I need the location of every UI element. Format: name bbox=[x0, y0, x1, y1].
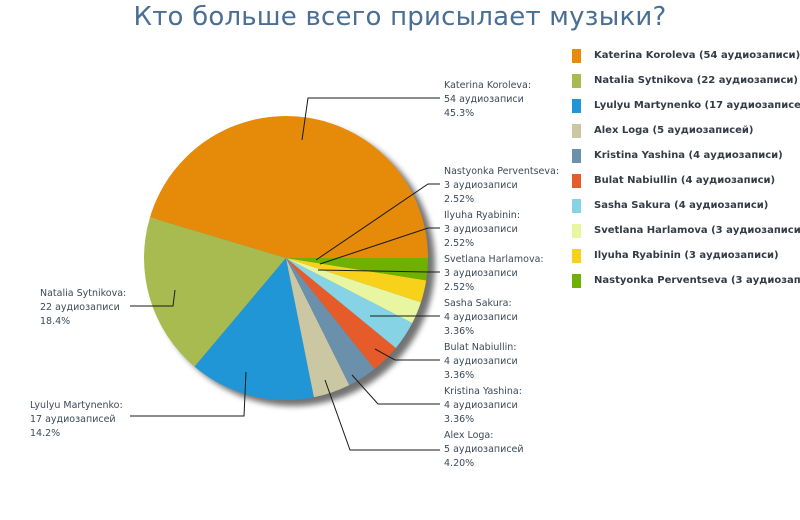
legend-item-nastyonka-perventseva: Nastyonka Perventseva (3 аудиозаписи) bbox=[572, 274, 800, 299]
data-label-count-natalia-sytnikova: 22 аудиозаписи bbox=[40, 302, 120, 313]
slice-svetlana-harlamova bbox=[286, 258, 421, 323]
leader-line-alex-loga bbox=[324, 379, 440, 451]
data-label-percent-lyulyu-martynenko: 14.2% bbox=[30, 428, 60, 439]
data-label-percent-bulat-nabiullin: 3.36% bbox=[444, 370, 474, 381]
data-label-percent-natalia-sytnikova: 18.4% bbox=[40, 316, 70, 327]
legend-item-kristina-yashina: Kristina Yashina (4 аудиозаписи) bbox=[572, 149, 800, 174]
legend-item-alex-loga: Alex Loga (5 аудиозаписей) bbox=[572, 124, 800, 149]
legend-item-bulat-nabiullin: Bulat Nabiullin (4 аудиозаписи) bbox=[572, 174, 800, 199]
leader-line-kristina-yashina bbox=[351, 374, 440, 405]
data-label-percent-nastyonka-perventseva: 2.52% bbox=[444, 194, 474, 205]
pie-slices bbox=[144, 116, 428, 401]
legend-swatch-alex-loga bbox=[572, 124, 581, 138]
legend: Katerina Koroleva (54 аудиозаписи) Natali… bbox=[572, 49, 800, 299]
data-label-name-natalia-sytnikova: Natalia Sytnikova: bbox=[40, 288, 126, 299]
legend-swatch-lyulyu-martynenko bbox=[572, 99, 581, 113]
legend-label-lyulyu-martynenko: Lyulyu Martynenko (17 аудиозаписей) bbox=[594, 100, 800, 111]
leader-line-nastyonka-perventseva bbox=[315, 183, 440, 261]
legend-label-natalia-sytnikova: Natalia Sytnikova (22 аудиозаписи) bbox=[594, 75, 798, 86]
data-label-name-nastyonka-perventseva: Nastyonka Perventseva: bbox=[444, 166, 559, 177]
slice-sasha-sakura bbox=[286, 258, 413, 348]
slice-lyulyu-martynenko bbox=[194, 258, 314, 401]
data-label-name-lyulyu-martynenko: Lyulyu Martynenko: bbox=[30, 400, 123, 411]
leader-line-ilyuha-ryabinin bbox=[319, 227, 440, 265]
data-label-name-sasha-sakura: Sasha Sakura: bbox=[444, 298, 512, 309]
chart-title: Кто больше всего присылает музыки? bbox=[133, 2, 667, 32]
legend-label-sasha-sakura: Sasha Sakura (4 аудиозаписи) bbox=[594, 200, 769, 211]
slice-ilyuha-ryabinin bbox=[286, 258, 427, 303]
data-label-count-bulat-nabiullin: 4 аудиозаписи bbox=[444, 356, 518, 367]
slice-alex-loga bbox=[286, 258, 350, 398]
data-label-name-katerina-koroleva: Katerina Koroleva: bbox=[444, 80, 531, 91]
slice-katerina-koroleva bbox=[149, 116, 428, 258]
leader-line-lyulyu-martynenko bbox=[130, 371, 247, 417]
legend-item-lyulyu-martynenko: Lyulyu Martynenko (17 аудиозаписей) bbox=[572, 99, 800, 124]
pie-labels: Katerina Koroleva: 54 аудиозаписи 45.3% Nat… bbox=[30, 80, 559, 469]
data-label-name-svetlana-harlamova: Svetlana Harlamova: bbox=[444, 254, 544, 265]
legend-label-alex-loga: Alex Loga (5 аудиозаписей) bbox=[594, 125, 754, 136]
legend-label-bulat-nabiullin: Bulat Nabiullin (4 аудиозаписи) bbox=[594, 175, 776, 186]
leader-line-natalia-sytnikova bbox=[130, 289, 176, 307]
data-label-name-kristina-yashina: Kristina Yashina: bbox=[444, 386, 522, 397]
data-label-name-bulat-nabiullin: Bulat Nabiullin: bbox=[444, 342, 517, 353]
legend-label-kristina-yashina: Kristina Yashina (4 аудиозаписи) bbox=[594, 150, 783, 161]
data-label-count-lyulyu-martynenko: 17 аудиозаписей bbox=[30, 414, 116, 425]
legend-item-sasha-sakura: Sasha Sakura (4 аудиозаписи) bbox=[572, 199, 800, 224]
legend-label-svetlana-harlamova: Svetlana Harlamova (3 аудиозаписи) bbox=[594, 225, 800, 236]
leader-line-svetlana-harlamova bbox=[317, 269, 440, 273]
legend-swatch-svetlana-harlamova bbox=[572, 224, 581, 238]
data-label-count-nastyonka-perventseva: 3 аудиозаписи bbox=[444, 180, 518, 191]
data-label-percent-svetlana-harlamova: 2.52% bbox=[444, 282, 474, 293]
legend-item-natalia-sytnikova: Natalia Sytnikova (22 аудиозаписи) bbox=[572, 74, 800, 99]
slice-bulat-nabiullin bbox=[286, 258, 396, 370]
data-label-percent-sasha-sakura: 3.36% bbox=[444, 326, 474, 337]
data-label-count-svetlana-harlamova: 3 аудиозаписи bbox=[444, 268, 518, 279]
data-label-count-ilyuha-ryabinin: 3 аудиозаписи bbox=[444, 224, 518, 235]
leader-line-katerina-koroleva bbox=[301, 97, 440, 141]
data-label-name-ilyuha-ryabinin: Ilyuha Ryabinin: bbox=[444, 210, 520, 221]
legend-item-svetlana-harlamova: Svetlana Harlamova (3 аудиозаписи) bbox=[572, 224, 800, 249]
legend-swatch-natalia-sytnikova bbox=[572, 74, 581, 88]
legend-swatch-katerina-koroleva bbox=[572, 49, 581, 63]
data-label-count-alex-loga: 5 аудиозаписей bbox=[444, 444, 524, 455]
slice-kristina-yashina bbox=[286, 258, 375, 386]
data-label-count-kristina-yashina: 4 аудиозаписи bbox=[444, 400, 518, 411]
legend-item-ilyuha-ryabinin: Ilyuha Ryabinin (3 аудиозаписи) bbox=[572, 249, 800, 274]
legend-label-nastyonka-perventseva: Nastyonka Perventseva (3 аудиозаписи) bbox=[594, 275, 800, 286]
legend-label-katerina-koroleva: Katerina Koroleva (54 аудиозаписи) bbox=[594, 50, 800, 61]
slice-natalia-sytnikova bbox=[144, 217, 286, 367]
legend-swatch-sasha-sakura bbox=[572, 199, 581, 213]
data-label-percent-ilyuha-ryabinin: 2.52% bbox=[444, 238, 474, 249]
legend-label-ilyuha-ryabinin: Ilyuha Ryabinin (3 аудиозаписи) bbox=[594, 250, 779, 261]
data-label-count-sasha-sakura: 4 аудиозаписи bbox=[444, 312, 518, 323]
data-label-name-alex-loga: Alex Loga: bbox=[444, 430, 493, 441]
legend-item-katerina-koroleva: Katerina Koroleva (54 аудиозаписи) bbox=[572, 49, 800, 74]
leader-line-bulat-nabiullin bbox=[374, 348, 440, 361]
data-label-percent-alex-loga: 4.20% bbox=[444, 458, 474, 469]
legend-swatch-kristina-yashina bbox=[572, 149, 581, 163]
data-label-percent-kristina-yashina: 3.36% bbox=[444, 414, 474, 425]
data-label-percent-katerina-koroleva: 45.3% bbox=[444, 108, 474, 119]
data-label-count-katerina-koroleva: 54 аудиозаписи bbox=[444, 94, 524, 105]
legend-swatch-bulat-nabiullin bbox=[572, 174, 581, 188]
legend-swatch-nastyonka-perventseva bbox=[572, 274, 581, 288]
legend-swatch-ilyuha-ryabinin bbox=[572, 249, 581, 263]
